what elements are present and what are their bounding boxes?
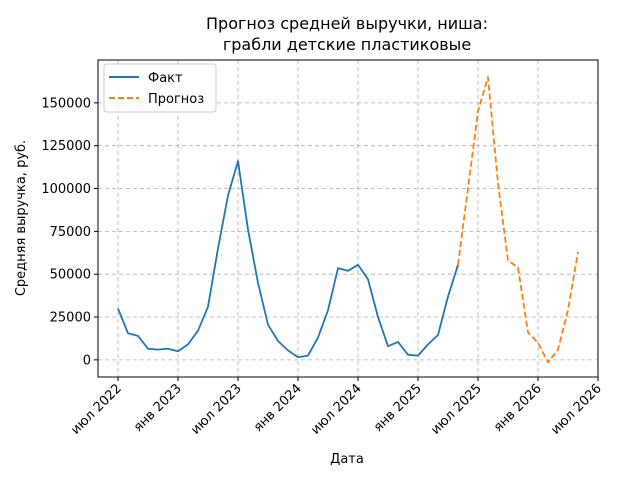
x-tick-label: янв 2026 [491,381,545,435]
y-tick-label: 150000 [41,96,91,111]
x-tick-label: янв 2025 [371,381,425,435]
x-tick-label: июл 2022 [68,381,125,438]
x-tick-label: июл 2025 [428,381,485,438]
series-lines [117,76,579,364]
y-tick-label: 100000 [41,182,91,197]
y-tick-label: 75000 [50,225,91,240]
legend: Факт Прогноз [103,63,217,113]
x-tick-label: июл 2023 [188,381,245,438]
series-line-forecast [457,76,579,364]
y-tick-label: 125000 [41,139,91,154]
legend-label-forecast: Прогноз [148,92,204,107]
plot-frame [97,59,599,378]
chart-title-line2: грабли детские пластиковые [223,35,471,54]
x-tick-label: июл 2024 [308,381,365,438]
y-tick-label: 0 [83,353,91,368]
y-axis-label: Средняя выручка, руб. [14,140,29,296]
y-tick-label: 50000 [50,268,91,283]
x-axis: июл 2022 янв 2023 июл 2023 янв 2024 июл 2024… [68,377,605,438]
x-tick-label: янв 2024 [251,381,305,435]
series-line-fact [117,160,459,359]
y-axis: 0 25000 50000 75000 100000 125000 150000 [41,96,98,368]
legend-label-fact: Факт [148,71,183,86]
chart-title-line1: Прогноз средней выручки, ниша: [206,14,488,33]
x-tick-label: янв 2023 [131,381,185,435]
x-tick-label: июл 2026 [548,381,605,438]
y-tick-label: 25000 [50,311,91,326]
x-axis-label: Дата [330,452,364,467]
